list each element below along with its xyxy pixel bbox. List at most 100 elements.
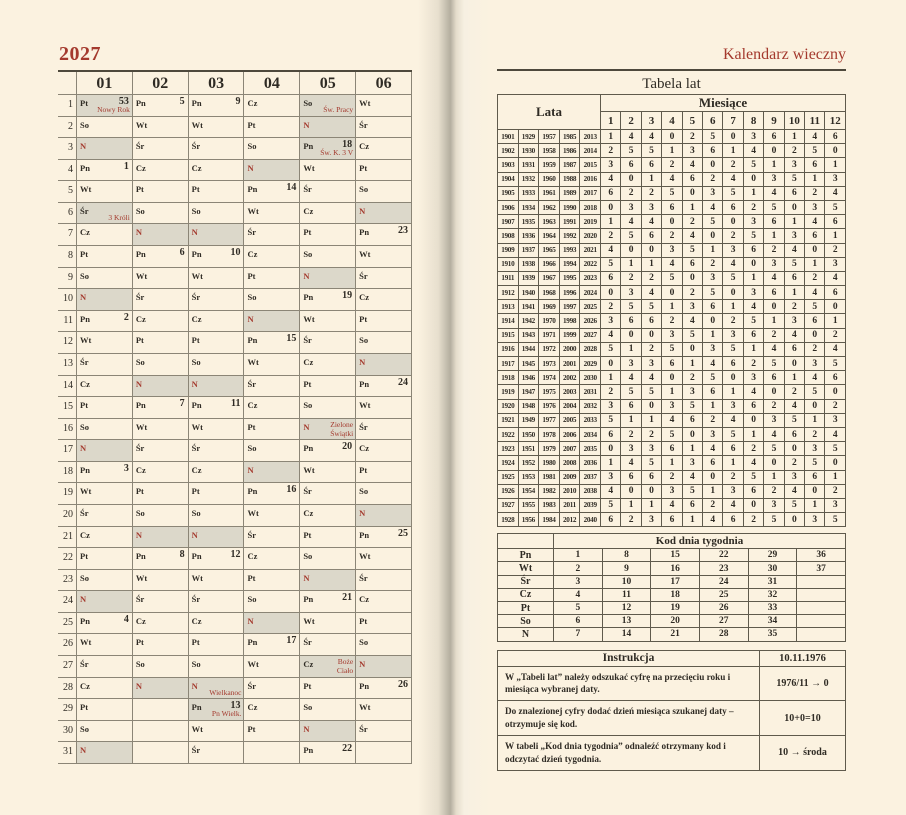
month-code-cell: 0 [600, 355, 622, 372]
month-code-cell: 4 [783, 483, 806, 499]
calendar-cell: Cz [188, 461, 245, 484]
month-code-cell: 0 [681, 426, 704, 443]
calendar-cell: Wt [356, 397, 412, 419]
weekday-code-row: Cz 4 11 18 25 32 [497, 587, 846, 603]
month-code-cell: 0 [620, 242, 642, 258]
calendar-cell: Pt [188, 332, 245, 354]
weekday-code-row: Wt 2 9 16 23 30 37 [497, 561, 846, 576]
month-code-cell: 0 [702, 469, 724, 485]
year-cell: 1918 [497, 370, 519, 386]
weekday-code-row: Śr 3 10 17 24 31 [497, 574, 846, 589]
week-number: 53 [118, 96, 129, 107]
weekday-label: Pt [135, 637, 144, 648]
month-code-cell: 2 [824, 242, 846, 258]
month-code-cell: 0 [783, 441, 806, 457]
day-number: 4 [58, 159, 77, 182]
month-code-cell: 4 [783, 327, 806, 343]
weekday-label: Śr [247, 529, 256, 540]
weekday-label: Cz [303, 507, 314, 518]
weekday-label: Śr [303, 335, 312, 346]
calendar-cell: Pt [300, 224, 357, 247]
calendar-cell: Cz [77, 375, 133, 398]
calendar-cell: Śr [244, 224, 301, 247]
month-code-cell: 1 [600, 128, 622, 145]
year-cell: 1908 [497, 228, 519, 244]
year-cell: 1932 [517, 171, 540, 187]
month-code-cell: 6 [742, 327, 765, 343]
weekday-label: Wt [191, 119, 203, 130]
weekday-label: Cz [135, 615, 146, 626]
weekday-label: Pt [303, 529, 312, 540]
weekday-label: Pt [303, 680, 312, 691]
calendar-cell: Cz [77, 224, 133, 247]
month-code-cell: 6 [640, 228, 663, 244]
calendar-cell: N [132, 224, 189, 247]
calendar-cell: N [188, 224, 245, 247]
calendar-cell: Cz [356, 289, 412, 311]
year-table-row: 1917 1945 1973 2001 2029 0 3 3 6 1 4 6 2 5 0 3 5 [497, 355, 846, 372]
month-code-cell: 6 [661, 355, 683, 372]
calendar-cell: Cz [132, 612, 189, 635]
week-number: 24 [397, 376, 408, 388]
holiday-label: Boże Ciało [336, 657, 354, 675]
weekday-label: So [135, 659, 145, 670]
year-cell: 1973 [538, 355, 560, 372]
weekday-label: Śr [191, 141, 201, 152]
calendar-cell: Cz [300, 353, 357, 376]
day-number: 22 [58, 548, 77, 570]
code-value-cell: 24 [698, 574, 749, 589]
year-cell: 2027 [579, 327, 602, 343]
month-number-header: 4 [661, 111, 683, 130]
month-code-cell: 3 [620, 355, 642, 372]
month-code-cell: 6 [722, 512, 744, 528]
month-code-cell: 4 [742, 299, 765, 315]
holiday-label: Zielone Świątki [330, 420, 354, 438]
page-title: Kalendarz wieczny [497, 45, 846, 71]
year-cell: 1913 [497, 299, 519, 315]
calendar-cell: Pt [132, 483, 189, 505]
month-code-cell: 3 [804, 441, 826, 457]
month-code-cell: 5 [620, 143, 642, 159]
calendar-cell: Pn 17 [244, 634, 301, 657]
weekday-label: So [303, 249, 313, 260]
weekday-label: Śr [80, 659, 89, 670]
calendar-cell: N [300, 569, 357, 592]
week-number: 13 [230, 700, 241, 712]
year-cell: 1961 [538, 185, 560, 201]
calendar-cell: Cz [132, 310, 189, 333]
year-cell: 1979 [538, 441, 560, 457]
month-code-cell: 0 [763, 143, 785, 159]
calendar-cell: Pt [77, 548, 133, 570]
calendar-cell: Cz [132, 461, 189, 484]
weekday-label: Pn [135, 249, 146, 260]
weekday-label: Wt [80, 637, 92, 648]
year-table-row: 1903 1931 1959 1987 2015 3 6 6 2 4 0 2 5 1 3 6 1 [497, 157, 846, 173]
year-cell: 2022 [579, 256, 602, 272]
month-header: 01 [77, 72, 133, 95]
month-code-cell: 3 [620, 199, 642, 216]
code-value-cell: 37 [796, 561, 846, 576]
weekday-label: Pn [247, 486, 258, 497]
weekday-label: Pn [135, 551, 146, 562]
year-cell: 2011 [558, 497, 581, 514]
weekday-label: Śr [247, 378, 256, 389]
month-code-cell: 2 [763, 242, 785, 258]
month-code-cell: 6 [783, 185, 806, 201]
month-code-cell: 0 [722, 285, 744, 301]
weekday-label: N [359, 507, 366, 518]
weekday-code-row: Pn 1 8 15 22 29 36 [497, 548, 846, 563]
day-number: 19 [58, 483, 77, 505]
month-code-cell: 3 [620, 441, 642, 457]
month-code-cell: 3 [600, 469, 622, 485]
weekday-label: Pt [359, 313, 368, 324]
day-number: 3 [58, 138, 77, 160]
weekday-label: N [80, 745, 87, 756]
weekday-label: So [247, 141, 257, 152]
month-code-cell: 5 [681, 483, 704, 499]
month-code-cell: 2 [620, 426, 642, 443]
month-code-cell: 5 [620, 299, 642, 315]
year-table-row: 1913 1941 1969 1997 2025 2 5 5 1 3 6 1 4 0 2 5 0 [497, 299, 846, 315]
month-code-cell: 5 [661, 185, 683, 201]
year-cell: 2019 [579, 214, 602, 230]
year-cell: 1984 [538, 512, 560, 528]
